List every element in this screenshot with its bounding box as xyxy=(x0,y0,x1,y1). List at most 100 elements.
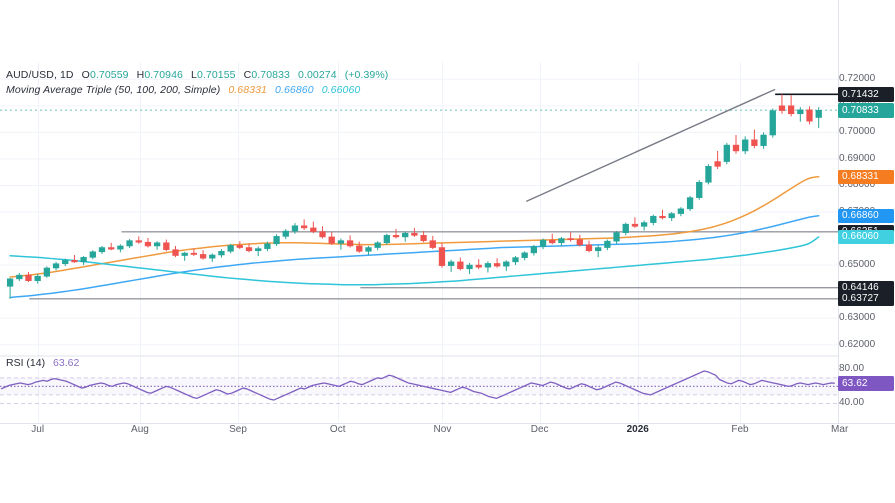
candle-body[interactable] xyxy=(227,245,234,252)
candle-body[interactable] xyxy=(383,235,390,244)
candle-body[interactable] xyxy=(255,248,262,252)
candle-body[interactable] xyxy=(108,247,115,250)
candle-body[interactable] xyxy=(705,166,712,183)
candle-body[interactable] xyxy=(751,139,758,146)
candle-body[interactable] xyxy=(98,247,106,253)
candle-body[interactable] xyxy=(567,238,574,241)
candle-body[interactable] xyxy=(89,251,96,258)
candle-body[interactable] xyxy=(539,239,547,247)
candle-body[interactable] xyxy=(484,263,492,268)
candle-body[interactable] xyxy=(402,232,409,238)
candle-body[interactable] xyxy=(797,109,804,115)
candle-body[interactable] xyxy=(365,247,372,252)
candle-body[interactable] xyxy=(374,242,381,248)
candle-body[interactable] xyxy=(392,235,400,238)
candle-body[interactable] xyxy=(438,247,446,266)
candle-body[interactable] xyxy=(595,247,602,252)
candle-body[interactable] xyxy=(549,239,556,244)
candle-body[interactable] xyxy=(411,232,418,236)
price-badge-level[interactable]: 0.64146 xyxy=(838,280,894,296)
candle-body[interactable] xyxy=(475,264,482,268)
candle-body[interactable] xyxy=(236,245,243,248)
candle-body[interactable] xyxy=(209,254,216,259)
candle-body[interactable] xyxy=(319,231,326,238)
candle-body[interactable] xyxy=(659,215,666,219)
trendline[interactable] xyxy=(525,88,776,203)
candle-body[interactable] xyxy=(172,249,179,256)
candle-body[interactable] xyxy=(677,208,685,214)
candle-body[interactable] xyxy=(503,261,510,267)
candle-body[interactable] xyxy=(576,239,583,246)
candle-body[interactable] xyxy=(282,230,289,237)
candle-body[interactable] xyxy=(787,105,795,115)
candle-body[interactable] xyxy=(429,240,436,248)
candle-body[interactable] xyxy=(686,197,694,210)
candle-body[interactable] xyxy=(622,223,629,233)
candle-body[interactable] xyxy=(144,241,152,247)
candle-body[interactable] xyxy=(640,222,648,227)
price-badge-ma50[interactable]: 0.68331 xyxy=(838,169,894,185)
candle-body[interactable] xyxy=(300,225,308,229)
candle-body[interactable] xyxy=(742,139,749,152)
candle-body[interactable] xyxy=(181,252,188,256)
candle-body[interactable] xyxy=(457,261,464,270)
candle-body[interactable] xyxy=(337,240,345,244)
candle-body[interactable] xyxy=(466,264,473,270)
candle-body[interactable] xyxy=(245,247,253,252)
price-badge-ma200[interactable]: 0.66060 xyxy=(838,229,894,245)
price-badge-ma100[interactable]: 0.66860 xyxy=(838,208,894,224)
candle-body[interactable] xyxy=(558,238,565,244)
candle-body[interactable] xyxy=(71,259,78,263)
candle-body[interactable] xyxy=(163,242,170,250)
candle-body[interactable] xyxy=(273,236,280,245)
candle-body[interactable] xyxy=(668,213,675,219)
candle-body[interactable] xyxy=(43,267,51,277)
price-badge-level[interactable]: 0.71432 xyxy=(838,87,894,102)
candle-body[interactable] xyxy=(346,240,354,247)
candle-body[interactable] xyxy=(80,257,87,263)
candle-body[interactable] xyxy=(291,225,299,232)
candle-body[interactable] xyxy=(493,263,501,267)
candle-body[interactable] xyxy=(723,144,730,162)
price-badge-level[interactable]: 0.63727 xyxy=(838,291,894,307)
candle-body[interactable] xyxy=(778,105,786,111)
candle-body[interactable] xyxy=(631,223,639,227)
candle-body[interactable] xyxy=(448,261,455,266)
candle-body[interactable] xyxy=(16,274,23,280)
candle-body[interactable] xyxy=(613,232,620,242)
candle-body[interactable] xyxy=(117,245,124,250)
candle-body[interactable] xyxy=(760,134,767,146)
candle-body[interactable] xyxy=(732,144,740,152)
candle-body[interactable] xyxy=(34,275,41,282)
candle-body[interactable] xyxy=(310,227,317,232)
candle-body[interactable] xyxy=(218,250,225,256)
candle-body[interactable] xyxy=(806,109,813,122)
candle-body[interactable] xyxy=(521,252,528,258)
candle-body[interactable] xyxy=(604,240,611,248)
candle-body[interactable] xyxy=(126,240,133,247)
candle-body[interactable] xyxy=(530,246,538,254)
candle-body[interactable] xyxy=(199,254,207,259)
candle-body[interactable] xyxy=(512,257,519,263)
candle-body[interactable] xyxy=(52,263,60,269)
candle-body[interactable] xyxy=(264,243,271,249)
candle-body[interactable] xyxy=(650,215,657,223)
candle-body[interactable] xyxy=(585,244,593,252)
candle-body[interactable] xyxy=(420,235,427,241)
price-axis[interactable]: 0.720000.710000.700000.690000.680000.670… xyxy=(835,0,895,460)
rsi-badge[interactable]: 63.62 xyxy=(838,376,894,391)
candle-body[interactable] xyxy=(62,259,69,265)
candle-body[interactable] xyxy=(6,278,14,287)
candle-body[interactable] xyxy=(356,245,363,252)
candle-body[interactable] xyxy=(815,110,822,118)
candle-body[interactable] xyxy=(696,181,703,198)
candle-body[interactable] xyxy=(135,240,142,243)
candle-body[interactable] xyxy=(714,161,721,167)
candle-body[interactable] xyxy=(25,274,32,282)
date-axis[interactable]: Jul Aug Sep Oct Nov Dec 2026 Feb Mar xyxy=(0,424,848,446)
candle-body[interactable] xyxy=(153,242,161,247)
candle-body[interactable] xyxy=(328,236,335,244)
candle-body[interactable] xyxy=(190,252,198,255)
candle-body[interactable] xyxy=(769,110,776,136)
